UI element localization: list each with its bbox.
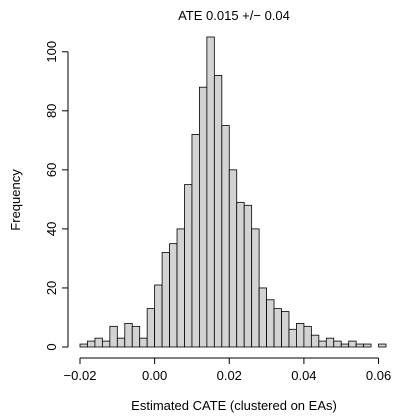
bar (154, 284, 163, 348)
bar (303, 325, 312, 348)
y-tick-label: 0 (44, 343, 59, 350)
bar (146, 308, 156, 348)
bar (348, 340, 357, 348)
chart-title: ATE 0.015 +/− 0.04 (178, 8, 290, 23)
x-tick-label: −0.02 (64, 368, 97, 383)
bar (288, 328, 297, 348)
bar (236, 201, 245, 348)
bar (131, 325, 141, 348)
bar (266, 299, 275, 348)
bar (251, 228, 260, 348)
bar (355, 343, 365, 348)
bar (161, 252, 170, 348)
x-tick-label: 0.00 (142, 368, 167, 383)
bar (296, 322, 305, 348)
bar (87, 340, 96, 348)
bar (258, 287, 267, 348)
bar (206, 36, 215, 348)
y-tick-label: 20 (44, 281, 59, 295)
bar (139, 337, 148, 348)
bar (281, 311, 290, 348)
x-tick-label: 0.04 (291, 368, 316, 383)
y-tick-label: 40 (44, 222, 59, 236)
bar (228, 169, 238, 348)
bar (221, 125, 230, 348)
bar (169, 243, 178, 348)
bar (109, 325, 118, 348)
y-tick-label: 100 (44, 41, 59, 63)
bar (184, 184, 193, 348)
x-tick-label: 0.02 (217, 368, 242, 383)
bar (363, 343, 372, 348)
y-tick-label: 80 (44, 104, 59, 118)
bar (199, 86, 208, 348)
x-axis-label: Estimated CATE (clustered on EAs) (131, 398, 337, 413)
bar (340, 343, 350, 348)
bar (325, 337, 335, 348)
bar (318, 340, 327, 348)
bar (79, 343, 88, 348)
bar (273, 308, 282, 348)
bar (124, 322, 133, 348)
bar (176, 228, 185, 348)
bar (213, 74, 223, 348)
bar (116, 337, 126, 348)
bar (243, 204, 253, 348)
bar (94, 337, 103, 348)
x-tick-label: 0.06 (366, 368, 391, 383)
y-axis-label: Frequency (8, 169, 23, 231)
y-tick-label: 60 (44, 163, 59, 177)
bar (378, 343, 387, 348)
bar (101, 340, 111, 348)
bar (333, 340, 342, 348)
bar (191, 134, 200, 348)
bar (310, 334, 320, 348)
